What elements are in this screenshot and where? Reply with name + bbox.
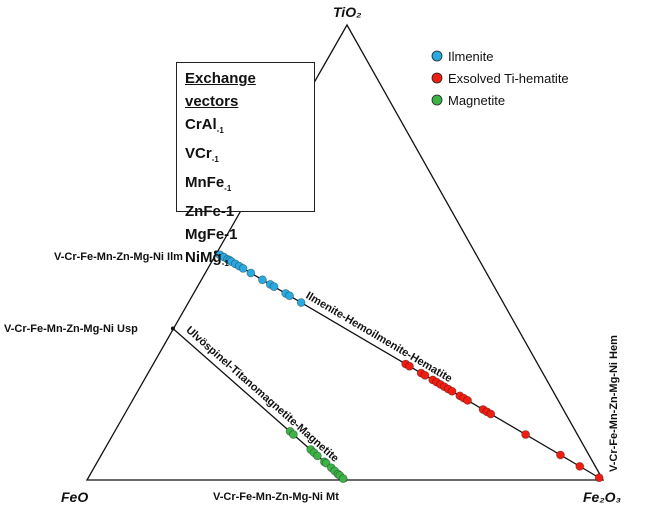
data-point bbox=[447, 386, 457, 396]
vertex-label-right: Fe₂O₃ bbox=[583, 489, 621, 505]
vertex-label-left: FeO bbox=[61, 489, 88, 505]
legend-marker bbox=[431, 50, 443, 62]
data-point bbox=[321, 458, 331, 468]
exchange-vector-item: MnFe-1 bbox=[185, 171, 306, 200]
legend-marker bbox=[431, 72, 443, 84]
data-point bbox=[312, 451, 322, 461]
tie-line-label: Ulvöspinel-Titanomagnetite-Magnetite bbox=[184, 324, 341, 465]
legend-marker bbox=[431, 94, 443, 106]
data-point bbox=[338, 474, 348, 484]
data-point bbox=[521, 430, 530, 439]
data-point bbox=[258, 275, 267, 285]
data-point bbox=[463, 395, 472, 405]
data-point bbox=[405, 361, 414, 371]
endmember-label-ilm: V-Cr-Fe-Mn-Zn-Mg-Ni Ilm bbox=[54, 251, 183, 263]
exchange-vectors-title: Exchange vectors bbox=[185, 70, 256, 110]
exchange-vector-item: CrAl-1 bbox=[185, 113, 306, 142]
exchange-vector-item: VCr-1 bbox=[185, 142, 306, 171]
exchange-vector-base: NiMg bbox=[185, 249, 222, 266]
data-point bbox=[246, 268, 256, 278]
data-point bbox=[296, 298, 306, 307]
data-point bbox=[288, 430, 298, 439]
exchange-vector-subscript: -1 bbox=[221, 259, 229, 268]
data-point bbox=[238, 264, 248, 273]
data-point bbox=[269, 282, 279, 292]
exchange-vector-subscript: -1 bbox=[224, 184, 232, 193]
data-point bbox=[575, 461, 585, 471]
exchange-vector-subscript: -1 bbox=[216, 126, 224, 135]
exchange-vector-base: ZnFe-1 bbox=[185, 203, 235, 220]
exchange-vector-subscript: -1 bbox=[211, 155, 219, 164]
data-point bbox=[285, 291, 294, 301]
legend-label: Ilmenite bbox=[448, 49, 494, 64]
data-point bbox=[594, 473, 604, 483]
endmember-label-mt: V-Cr-Fe-Mn-Zn-Mg-Ni Mt bbox=[213, 491, 339, 503]
exchange-vector-base: CrAl bbox=[185, 116, 217, 133]
exchange-vector-item: MgFe-1 bbox=[185, 223, 306, 246]
endmember-label-hem: V-Cr-Fe-Mn-Zn-Mg-Ni Hem bbox=[608, 335, 620, 472]
data-point bbox=[420, 370, 430, 380]
data-point bbox=[486, 409, 496, 419]
exchange-vector-item: NiMg-1 bbox=[185, 246, 306, 275]
tie-line-label: Ilmenite-Hemoilmenite-Hematite bbox=[304, 290, 454, 385]
legend-label: Magnetite bbox=[448, 93, 505, 108]
exchange-vector-item: ZnFe-1 bbox=[185, 200, 306, 223]
data-point bbox=[556, 450, 565, 460]
legend-label: Exsolved Ti-hematite bbox=[448, 71, 569, 86]
vertex-label-top: TiO₂ bbox=[333, 4, 361, 20]
endmember-label-usp: V-Cr-Fe-Mn-Zn-Mg-Ni Usp bbox=[4, 323, 138, 335]
exchange-vector-base: MnFe bbox=[185, 174, 225, 191]
exchange-vector-base: VCr bbox=[185, 145, 212, 162]
exchange-vector-base: MgFe-1 bbox=[185, 226, 238, 243]
exchange-vectors-box: Exchange vectors CrAl-1 VCr-1 MnFe-1 ZnFe-1… bbox=[176, 62, 315, 268]
endmember-dot bbox=[170, 326, 175, 331]
